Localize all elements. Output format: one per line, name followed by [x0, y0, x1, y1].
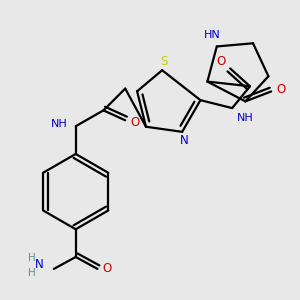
- Text: H: H: [28, 253, 36, 263]
- Text: O: O: [276, 83, 286, 96]
- Text: NH: NH: [51, 119, 68, 129]
- Text: O: O: [103, 262, 112, 275]
- Text: O: O: [217, 55, 226, 68]
- Text: H: H: [28, 268, 36, 278]
- Text: N: N: [180, 134, 188, 147]
- Text: O: O: [130, 116, 140, 129]
- Text: HN: HN: [203, 30, 220, 40]
- Text: NH: NH: [237, 113, 254, 123]
- Text: S: S: [160, 55, 168, 68]
- Text: N: N: [35, 258, 44, 272]
